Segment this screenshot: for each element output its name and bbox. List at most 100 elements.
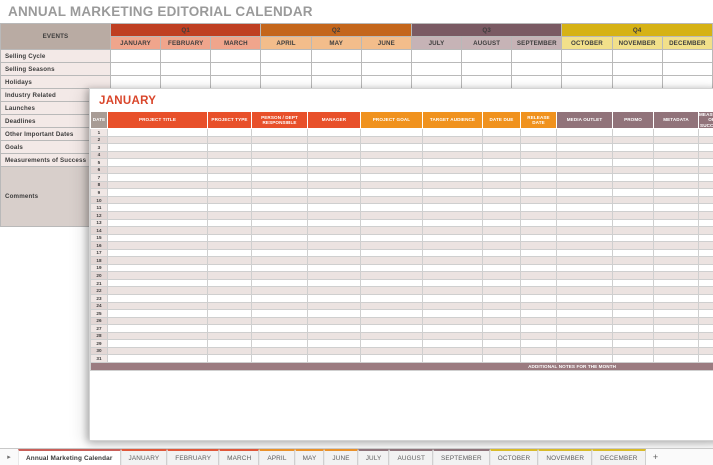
month-data-cell[interactable]	[422, 128, 483, 137]
month-data-cell[interactable]	[698, 226, 713, 235]
sheet-tab-october[interactable]: OCTOBER	[489, 449, 539, 465]
month-data-cell[interactable]	[207, 346, 252, 356]
calendar-cell[interactable]	[160, 49, 212, 63]
month-data-cell[interactable]	[107, 165, 208, 175]
month-data-cell[interactable]	[251, 135, 308, 145]
calendar-cell[interactable]	[410, 49, 463, 63]
month-data-cell[interactable]	[207, 263, 252, 273]
month-data-cell[interactable]	[422, 248, 483, 258]
month-data-cell[interactable]	[482, 271, 521, 280]
month-data-cell[interactable]	[107, 135, 208, 145]
month-data-cell[interactable]	[107, 128, 208, 137]
month-data-cell[interactable]	[107, 294, 208, 303]
month-data-cell[interactable]	[251, 248, 308, 258]
month-data-cell[interactable]	[482, 165, 521, 175]
month-data-cell[interactable]	[360, 256, 423, 265]
month-data-cell[interactable]	[556, 301, 613, 311]
sheet-tab-november[interactable]: NOVEMBER	[538, 449, 593, 465]
month-data-cell[interactable]	[698, 158, 713, 167]
month-data-cell[interactable]	[251, 203, 308, 212]
month-data-cell[interactable]	[107, 233, 208, 243]
month-data-cell[interactable]	[612, 256, 654, 265]
month-data-cell[interactable]	[422, 286, 483, 296]
column-header-metadata[interactable]: METADATA	[653, 111, 699, 129]
month-data-cell[interactable]	[653, 233, 699, 243]
month-data-cell[interactable]	[612, 346, 654, 356]
month-data-cell[interactable]	[422, 309, 483, 318]
month-data-cell[interactable]	[307, 211, 361, 220]
month-data-cell[interactable]	[107, 256, 208, 265]
month-data-cell[interactable]	[556, 324, 613, 333]
month-data-cell[interactable]	[482, 294, 521, 303]
month-data-cell[interactable]	[653, 165, 699, 175]
month-data-cell[interactable]	[307, 346, 361, 356]
month-data-cell[interactable]	[612, 218, 654, 228]
month-data-cell[interactable]	[520, 316, 557, 326]
column-header-date-due[interactable]: DATE DUE	[482, 111, 521, 129]
month-data-cell[interactable]	[422, 226, 483, 235]
month-data-cell[interactable]	[653, 256, 699, 265]
month-data-cell[interactable]	[612, 241, 654, 250]
calendar-cell[interactable]	[360, 49, 412, 63]
month-data-cell[interactable]	[360, 218, 423, 228]
month-data-cell[interactable]	[520, 271, 557, 280]
month-data-cell[interactable]	[653, 203, 699, 212]
month-data-cell[interactable]	[360, 128, 423, 137]
month-header-january[interactable]: JANUARY	[109, 36, 162, 50]
month-data-cell[interactable]	[207, 150, 252, 160]
month-data-cell[interactable]	[520, 241, 557, 250]
month-data-cell[interactable]	[612, 301, 654, 311]
month-data-cell[interactable]	[556, 203, 613, 212]
month-data-cell[interactable]	[360, 188, 423, 197]
month-data-cell[interactable]	[653, 128, 699, 137]
month-data-cell[interactable]	[207, 339, 252, 348]
month-data-cell[interactable]	[207, 203, 252, 212]
month-data-cell[interactable]	[422, 241, 483, 250]
month-data-cell[interactable]	[653, 316, 699, 326]
month-data-cell[interactable]	[653, 188, 699, 197]
month-data-cell[interactable]	[207, 180, 252, 190]
date-cell[interactable]: 20	[90, 271, 108, 280]
month-data-cell[interactable]	[422, 135, 483, 145]
month-data-cell[interactable]	[360, 195, 423, 205]
month-data-cell[interactable]	[307, 271, 361, 280]
month-header-may[interactable]: MAY	[310, 36, 362, 50]
month-data-cell[interactable]	[360, 173, 423, 182]
month-data-cell[interactable]	[422, 195, 483, 205]
month-data-cell[interactable]	[251, 354, 308, 363]
month-data-cell[interactable]	[307, 354, 361, 363]
month-data-cell[interactable]	[360, 286, 423, 296]
month-data-cell[interactable]	[612, 294, 654, 303]
month-data-cell[interactable]	[251, 226, 308, 235]
month-data-cell[interactable]	[698, 286, 713, 296]
month-data-cell[interactable]	[207, 135, 252, 145]
column-header-release-date[interactable]: RELEASE DATE	[520, 111, 557, 129]
calendar-cell[interactable]	[160, 75, 212, 89]
month-data-cell[interactable]	[482, 226, 521, 235]
month-data-cell[interactable]	[107, 218, 208, 228]
month-data-cell[interactable]	[653, 294, 699, 303]
month-data-cell[interactable]	[422, 316, 483, 326]
month-data-cell[interactable]	[653, 331, 699, 341]
month-data-cell[interactable]	[556, 135, 613, 145]
month-data-cell[interactable]	[520, 256, 557, 265]
month-data-cell[interactable]	[422, 143, 483, 152]
month-data-cell[interactable]	[612, 135, 654, 145]
month-data-cell[interactable]	[107, 309, 208, 318]
month-data-cell[interactable]	[612, 211, 654, 220]
month-data-cell[interactable]	[207, 354, 252, 363]
month-data-cell[interactable]	[653, 226, 699, 235]
calendar-cell[interactable]	[260, 49, 312, 63]
month-data-cell[interactable]	[653, 150, 699, 160]
month-data-cell[interactable]	[207, 218, 252, 228]
month-data-cell[interactable]	[520, 211, 557, 220]
month-data-cell[interactable]	[360, 309, 423, 318]
sheet-tab-may[interactable]: MAY	[294, 449, 325, 465]
column-header-project-goal[interactable]: PROJECT GOAL	[360, 111, 423, 129]
date-cell[interactable]: 13	[90, 218, 108, 228]
date-cell[interactable]: 26	[90, 316, 108, 326]
column-header-measurement-of-success[interactable]: MEASUREMENT OF SUCCESS	[698, 111, 713, 129]
date-cell[interactable]: 8	[90, 180, 108, 190]
month-data-cell[interactable]	[556, 150, 613, 160]
month-data-cell[interactable]	[698, 301, 713, 311]
